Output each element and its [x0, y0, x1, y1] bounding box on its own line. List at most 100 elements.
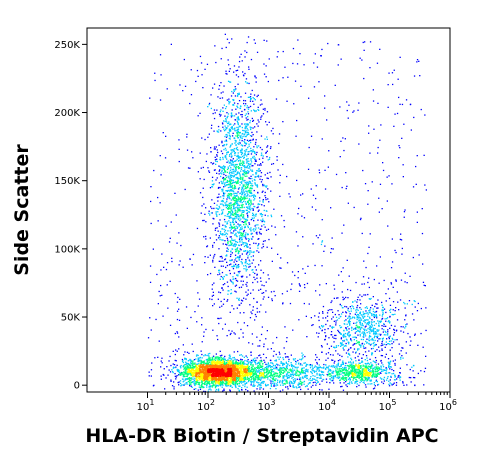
data-point [343, 298, 345, 300]
data-point [371, 337, 373, 340]
data-point [311, 379, 313, 381]
data-point [244, 171, 246, 173]
data-point [371, 314, 373, 316]
data-point [295, 374, 297, 377]
data-point [196, 227, 199, 230]
data-point [218, 271, 220, 273]
data-point [285, 366, 288, 368]
data-point [280, 267, 282, 269]
data-point [231, 204, 233, 206]
data-point [279, 267, 281, 269]
data-point [226, 221, 228, 223]
data-point [405, 352, 407, 354]
data-point [239, 227, 242, 229]
data-point [223, 144, 225, 146]
data-point [158, 290, 160, 293]
data-point [239, 160, 242, 162]
data-point [231, 179, 233, 181]
data-point [215, 385, 217, 388]
data-point [333, 370, 335, 373]
data-point [233, 203, 235, 205]
data-point [375, 335, 378, 338]
data-point [178, 374, 180, 376]
data-point [345, 352, 348, 354]
data-point [215, 179, 217, 181]
data-point [235, 113, 237, 115]
data-point [235, 177, 237, 179]
data-point [240, 261, 242, 263]
data-point [186, 366, 188, 368]
data-point [243, 195, 245, 197]
data-point [266, 172, 269, 174]
data-point [239, 56, 241, 58]
data-point [243, 356, 245, 358]
data-point [221, 209, 223, 211]
data-point [232, 211, 234, 213]
data-point [232, 104, 235, 106]
data-point [241, 258, 243, 261]
data-point [222, 107, 224, 109]
data-point [407, 332, 409, 335]
data-point [390, 324, 393, 327]
data-point [197, 389, 199, 391]
data-point [241, 355, 244, 357]
data-point [242, 204, 244, 206]
data-point [367, 293, 369, 296]
data-point [300, 381, 302, 383]
data-point [251, 207, 253, 210]
data-point [343, 224, 345, 226]
data-point [253, 360, 255, 362]
data-point [229, 355, 231, 357]
data-point [259, 388, 261, 390]
data-point [170, 221, 172, 223]
data-point [395, 307, 397, 309]
data-point [212, 261, 214, 263]
data-point [221, 173, 223, 175]
data-point [254, 367, 256, 369]
data-point [360, 346, 362, 348]
data-point [244, 139, 246, 141]
data-point [382, 366, 385, 368]
data-point [245, 131, 247, 134]
data-point [367, 315, 369, 317]
data-point [270, 374, 272, 376]
data-point [321, 241, 323, 243]
data-point [242, 174, 244, 176]
data-point [400, 350, 402, 352]
data-point [245, 117, 247, 119]
data-point [213, 169, 216, 171]
data-point [264, 375, 266, 377]
data-point [413, 319, 415, 321]
data-point [244, 226, 246, 228]
data-point [347, 288, 349, 291]
data-point [350, 347, 352, 349]
data-point [229, 159, 232, 161]
data-point [424, 114, 426, 116]
data-point [225, 118, 227, 120]
data-point [263, 224, 265, 226]
data-point [239, 149, 242, 152]
data-point [253, 251, 255, 253]
data-point [369, 312, 371, 314]
data-point [241, 60, 243, 62]
data-point [292, 329, 294, 331]
data-point [234, 152, 237, 154]
data-point [329, 369, 332, 371]
data-point [345, 327, 347, 329]
data-point [278, 142, 280, 145]
data-point [335, 322, 337, 324]
data-point [356, 386, 358, 388]
data-point [173, 364, 176, 366]
data-point [360, 367, 362, 369]
data-point [350, 338, 352, 340]
data-point [241, 190, 243, 192]
data-point [208, 383, 210, 385]
data-point [238, 244, 240, 247]
data-point [380, 344, 382, 347]
data-point [197, 358, 199, 361]
data-point [207, 353, 210, 355]
data-point [252, 384, 254, 387]
data-point [289, 385, 292, 387]
data-point [255, 315, 257, 318]
data-point [251, 131, 253, 134]
